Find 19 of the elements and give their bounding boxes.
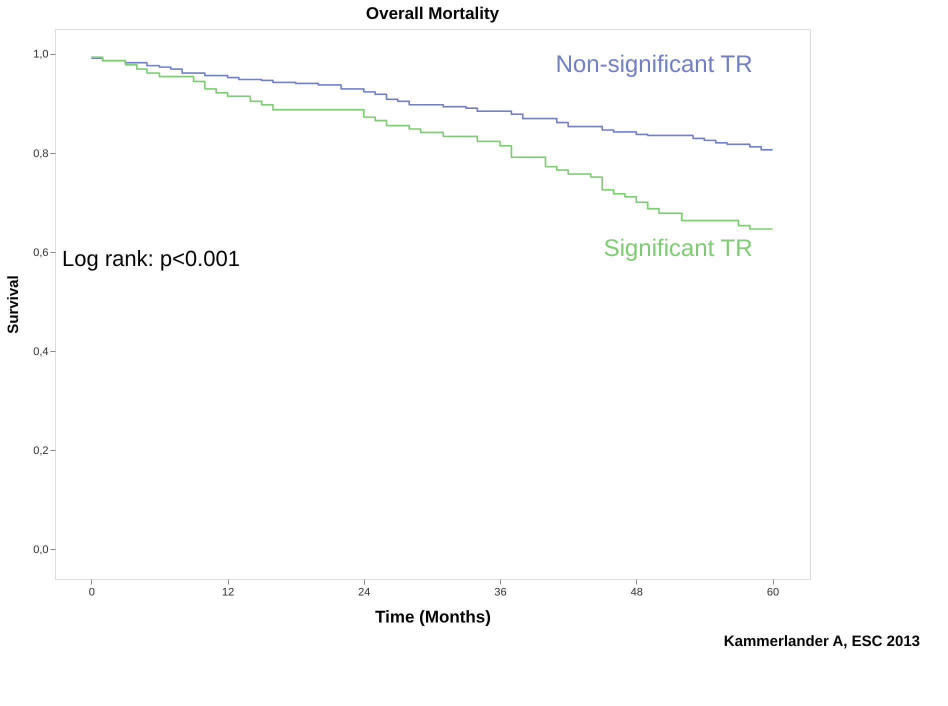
x-tick-label: 24 <box>358 586 370 598</box>
y-tick-label: 1,0 <box>33 48 48 61</box>
y-tick-label: 0,0 <box>33 544 48 556</box>
x-axis-title: Time (Months) <box>375 608 491 626</box>
y-tick-label: 0,8 <box>33 148 48 160</box>
y-axis-title: Survival <box>5 275 22 334</box>
y-tick-label: 0,4 <box>33 346 48 358</box>
x-tick-label: 60 <box>766 586 780 598</box>
text: Kammerlander A, ESC 2013 <box>724 633 920 650</box>
chart-title: Overall Mortality <box>366 4 500 23</box>
series-label: Non-significant TR <box>556 50 753 78</box>
x-tick-label: 48 <box>630 586 643 598</box>
x-tick-label: 12 <box>222 586 234 598</box>
x-tick-label: 0 <box>88 586 95 598</box>
series-label: Significant TR <box>604 235 753 262</box>
annotation: Log rank: p<0.001 <box>62 246 240 271</box>
x-tick-label: 36 <box>494 586 507 598</box>
y-tick-label: 0,6 <box>33 246 48 259</box>
y-tick-label: 0,2 <box>33 444 48 457</box>
